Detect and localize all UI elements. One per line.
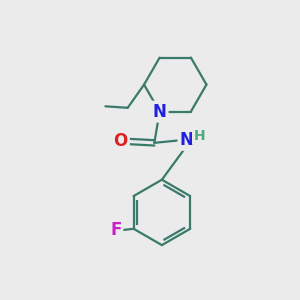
Text: O: O xyxy=(114,132,128,150)
Text: N: N xyxy=(179,131,193,149)
Text: H: H xyxy=(194,129,205,143)
Text: F: F xyxy=(110,221,122,239)
Text: N: N xyxy=(153,103,166,121)
